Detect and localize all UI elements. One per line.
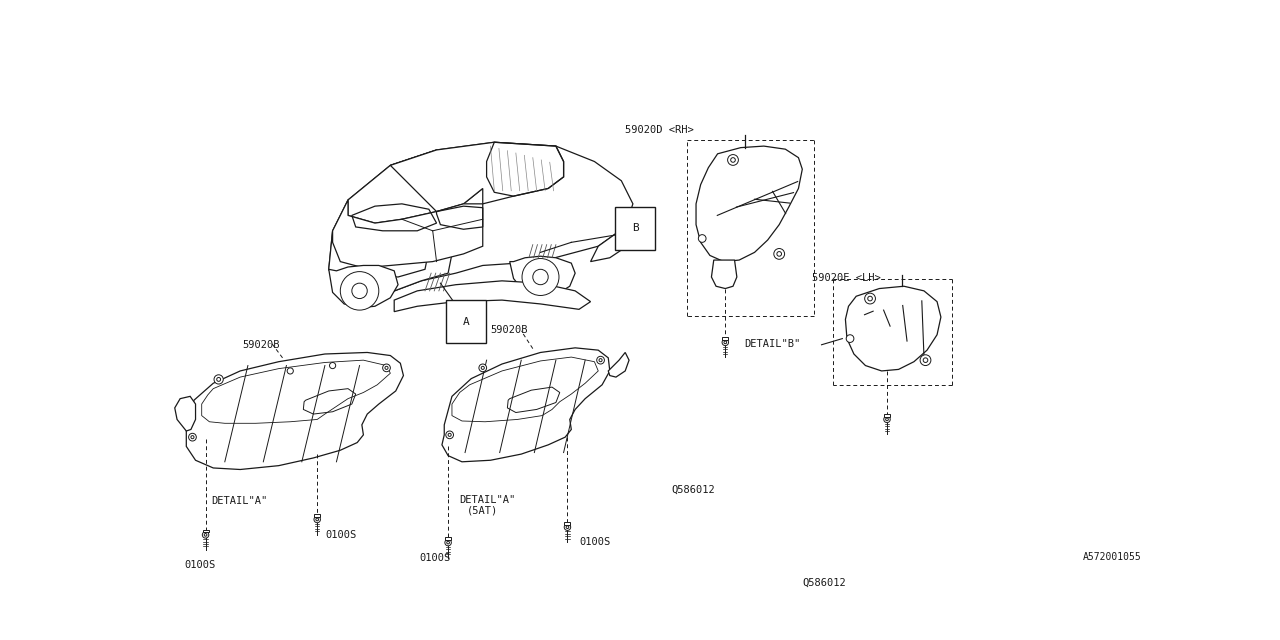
Circle shape [883, 416, 890, 422]
Circle shape [920, 355, 931, 365]
Circle shape [329, 362, 335, 369]
Circle shape [385, 366, 388, 369]
Circle shape [316, 518, 319, 521]
Polygon shape [590, 227, 632, 262]
FancyBboxPatch shape [314, 515, 320, 517]
Polygon shape [329, 142, 632, 308]
Circle shape [599, 358, 602, 362]
Text: DETAIL"B": DETAIL"B" [745, 339, 801, 349]
Circle shape [522, 259, 559, 296]
Circle shape [923, 358, 928, 362]
Circle shape [340, 271, 379, 310]
Polygon shape [509, 256, 575, 296]
Text: 59020D <RH>: 59020D <RH> [625, 125, 694, 134]
Polygon shape [696, 146, 803, 262]
Polygon shape [187, 353, 403, 470]
Circle shape [205, 534, 207, 536]
Polygon shape [329, 227, 452, 308]
Circle shape [774, 248, 785, 259]
Circle shape [566, 526, 568, 529]
Circle shape [724, 341, 727, 344]
Circle shape [448, 433, 451, 436]
Text: 0100S: 0100S [325, 529, 356, 540]
Polygon shape [329, 266, 398, 308]
FancyBboxPatch shape [564, 522, 571, 525]
FancyBboxPatch shape [884, 414, 890, 417]
Circle shape [287, 368, 293, 374]
Text: A572001055: A572001055 [1083, 552, 1140, 562]
Circle shape [886, 418, 888, 420]
Text: B: B [632, 223, 639, 234]
Circle shape [596, 356, 604, 364]
Polygon shape [608, 353, 628, 377]
Text: Q586012: Q586012 [803, 577, 846, 588]
Text: 59020E <LH>: 59020E <LH> [812, 273, 881, 283]
Circle shape [447, 541, 449, 544]
Circle shape [564, 524, 571, 531]
Text: 59020B: 59020B [490, 324, 527, 335]
Polygon shape [394, 281, 590, 312]
Polygon shape [367, 243, 429, 277]
Text: 59020B: 59020B [242, 340, 280, 350]
FancyBboxPatch shape [722, 337, 728, 340]
FancyBboxPatch shape [445, 538, 451, 540]
Circle shape [865, 293, 876, 304]
Circle shape [868, 296, 873, 301]
Circle shape [188, 433, 196, 441]
Text: DETAIL"A": DETAIL"A" [211, 497, 268, 506]
FancyBboxPatch shape [202, 530, 209, 532]
Circle shape [383, 364, 390, 372]
Polygon shape [333, 200, 483, 268]
Circle shape [777, 252, 782, 256]
Polygon shape [442, 348, 609, 462]
Circle shape [191, 436, 195, 438]
Circle shape [214, 375, 223, 384]
Text: 0100S: 0100S [420, 553, 451, 563]
Circle shape [445, 540, 452, 546]
Polygon shape [712, 260, 737, 289]
Circle shape [699, 235, 707, 243]
Polygon shape [348, 150, 486, 223]
Polygon shape [845, 286, 941, 371]
Circle shape [216, 378, 220, 381]
Circle shape [202, 532, 209, 538]
Circle shape [481, 366, 484, 369]
Circle shape [846, 335, 854, 342]
Circle shape [727, 155, 739, 165]
Polygon shape [390, 142, 563, 212]
Polygon shape [175, 396, 196, 431]
Text: (5AT): (5AT) [467, 506, 499, 516]
Circle shape [722, 339, 728, 346]
Text: Q586012: Q586012 [672, 485, 716, 495]
Text: 0100S: 0100S [579, 537, 611, 547]
Circle shape [479, 364, 486, 372]
Circle shape [731, 157, 735, 163]
Text: A: A [462, 317, 470, 326]
Text: DETAIL"A": DETAIL"A" [460, 495, 516, 505]
Circle shape [352, 283, 367, 298]
Text: 0100S: 0100S [184, 561, 215, 570]
Circle shape [532, 269, 548, 285]
Circle shape [445, 431, 453, 438]
Circle shape [314, 516, 320, 523]
